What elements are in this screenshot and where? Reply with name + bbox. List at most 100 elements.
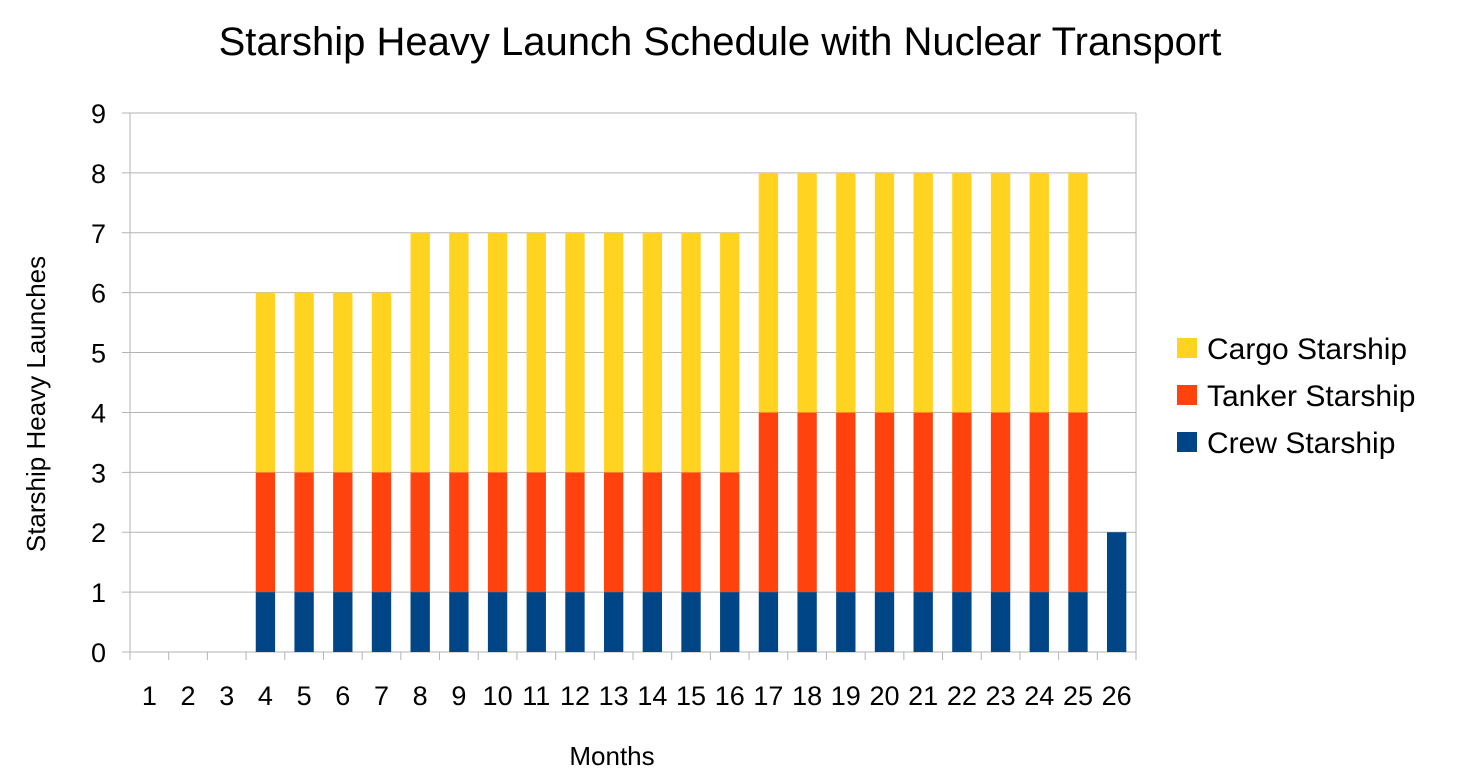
x-tick-label: 17 xyxy=(753,681,783,711)
legend-label: Tanker Starship xyxy=(1207,380,1415,413)
bar-tanker-starship-month-6 xyxy=(333,472,353,593)
bar-crew-starship-month-19 xyxy=(836,592,856,652)
x-tick-label: 4 xyxy=(258,681,273,711)
bar-crew-starship-month-11 xyxy=(526,592,546,652)
x-axis-ticks: 1 2 3 4 5 6 7 8 9 10 11 12 13 14 15 16 17 18 19 20 21 22 23 24 2… xyxy=(142,681,1132,711)
bar-cargo-starship-month-24 xyxy=(1029,172,1049,413)
x-tick-label: 24 xyxy=(1024,681,1054,711)
x-tick-label: 11 xyxy=(522,681,550,711)
bar-crew-starship-month-9 xyxy=(449,592,469,652)
bar-cargo-starship-month-18 xyxy=(797,172,817,413)
legend: Cargo Starship Tanker Starship Crew Starsh… xyxy=(1177,333,1415,460)
y-axis-ticks: 0 1 2 3 4 5 6 7 8 9 xyxy=(91,99,106,668)
bar-cargo-starship-month-15 xyxy=(681,232,701,473)
bar-crew-starship-month-20 xyxy=(874,592,895,652)
bar-tanker-starship-month-11 xyxy=(526,472,546,593)
x-tick-label: 2 xyxy=(181,681,196,711)
bar-crew-starship-month-23 xyxy=(990,592,1011,652)
bar-tanker-starship-month-12 xyxy=(565,472,585,593)
bar-cargo-starship-month-12 xyxy=(565,232,585,473)
bar-crew-starship-month-7 xyxy=(371,592,392,652)
bar-cargo-starship-month-22 xyxy=(952,172,972,413)
y-tick-label: 5 xyxy=(91,339,106,369)
legend-swatch xyxy=(1177,385,1197,405)
bar-crew-starship-month-22 xyxy=(952,592,972,652)
x-tick-label: 25 xyxy=(1063,681,1093,711)
x-tick-label: 1 xyxy=(142,681,157,711)
y-tick-label: 9 xyxy=(91,99,106,129)
x-tick-label: 13 xyxy=(599,681,629,711)
legend-label: Crew Starship xyxy=(1207,427,1395,460)
x-tick-label: 15 xyxy=(676,681,706,711)
y-tick-label: 2 xyxy=(91,518,106,548)
x-tick-label: 16 xyxy=(715,681,745,711)
bar-cargo-starship-month-5 xyxy=(294,292,314,473)
x-tick-label: 5 xyxy=(297,681,312,711)
x-tick-label: 18 xyxy=(792,681,822,711)
gridlines xyxy=(122,112,1137,660)
bar-tanker-starship-month-18 xyxy=(797,412,817,593)
bar-cargo-starship-month-19 xyxy=(836,172,856,413)
y-tick-label: 0 xyxy=(91,638,106,668)
x-tick-label: 12 xyxy=(560,681,590,711)
bar-crew-starship-month-24 xyxy=(1029,592,1049,652)
bar-crew-starship-month-16 xyxy=(720,592,740,652)
bar-tanker-starship-month-24 xyxy=(1029,412,1049,593)
x-tick-label: 9 xyxy=(451,681,466,711)
bar-cargo-starship-month-6 xyxy=(333,292,353,473)
bar-cargo-starship-month-13 xyxy=(603,232,624,473)
chart-title: Starship Heavy Launch Schedule with Nucl… xyxy=(219,20,1222,64)
bar-crew-starship-month-5 xyxy=(294,592,314,652)
bar-cargo-starship-month-14 xyxy=(642,232,663,473)
bar-cargo-starship-month-8 xyxy=(410,232,430,473)
x-tick-label: 10 xyxy=(483,681,513,711)
bar-crew-starship-month-26 xyxy=(1106,532,1127,652)
y-tick-label: 1 xyxy=(91,578,106,608)
bar-crew-starship-month-8 xyxy=(410,592,430,652)
bar-crew-starship-month-4 xyxy=(255,592,276,652)
bar-crew-starship-month-15 xyxy=(681,592,701,652)
y-tick-label: 6 xyxy=(91,279,106,309)
x-tick-label: 20 xyxy=(869,681,899,711)
legend-label: Cargo Starship xyxy=(1207,333,1407,366)
x-tick-label: 3 xyxy=(219,681,234,711)
legend-swatch xyxy=(1177,338,1197,358)
bar-crew-starship-month-17 xyxy=(758,592,779,652)
bar-tanker-starship-month-10 xyxy=(487,472,508,593)
bar-crew-starship-month-18 xyxy=(797,592,817,652)
bars xyxy=(255,172,1127,652)
bar-tanker-starship-month-20 xyxy=(874,412,895,593)
y-axis-label: Starship Heavy Launches xyxy=(21,256,51,552)
bar-tanker-starship-month-16 xyxy=(720,472,740,593)
bar-crew-starship-month-13 xyxy=(603,592,624,652)
x-tick-label: 26 xyxy=(1102,681,1132,711)
bar-tanker-starship-month-23 xyxy=(990,412,1011,593)
y-tick-label: 7 xyxy=(91,219,106,249)
x-tick-label: 7 xyxy=(374,681,389,711)
x-tick-label: 19 xyxy=(831,681,861,711)
bar-cargo-starship-month-23 xyxy=(990,172,1011,413)
x-tick-label: 22 xyxy=(947,681,977,711)
y-tick-label: 3 xyxy=(91,458,106,488)
bar-crew-starship-month-10 xyxy=(487,592,508,652)
bar-crew-starship-month-14 xyxy=(642,592,663,652)
x-tick-label: 23 xyxy=(986,681,1016,711)
bar-tanker-starship-month-7 xyxy=(371,472,392,593)
x-axis-label: Months xyxy=(569,741,654,771)
bar-tanker-starship-month-14 xyxy=(642,472,663,593)
x-tick-label: 6 xyxy=(335,681,350,711)
bar-crew-starship-month-12 xyxy=(565,592,585,652)
bar-crew-starship-month-25 xyxy=(1068,592,1088,652)
bar-cargo-starship-month-25 xyxy=(1068,172,1088,413)
bar-cargo-starship-month-7 xyxy=(371,292,392,473)
bar-tanker-starship-month-9 xyxy=(449,472,469,593)
bar-tanker-starship-month-25 xyxy=(1068,412,1088,593)
bar-tanker-starship-month-5 xyxy=(294,472,314,593)
bar-tanker-starship-month-19 xyxy=(836,412,856,593)
bar-tanker-starship-month-21 xyxy=(913,412,933,593)
x-tick-label: 14 xyxy=(637,681,667,711)
bar-tanker-starship-month-4 xyxy=(255,472,276,593)
bar-tanker-starship-month-13 xyxy=(603,472,624,593)
bar-cargo-starship-month-4 xyxy=(255,292,276,473)
